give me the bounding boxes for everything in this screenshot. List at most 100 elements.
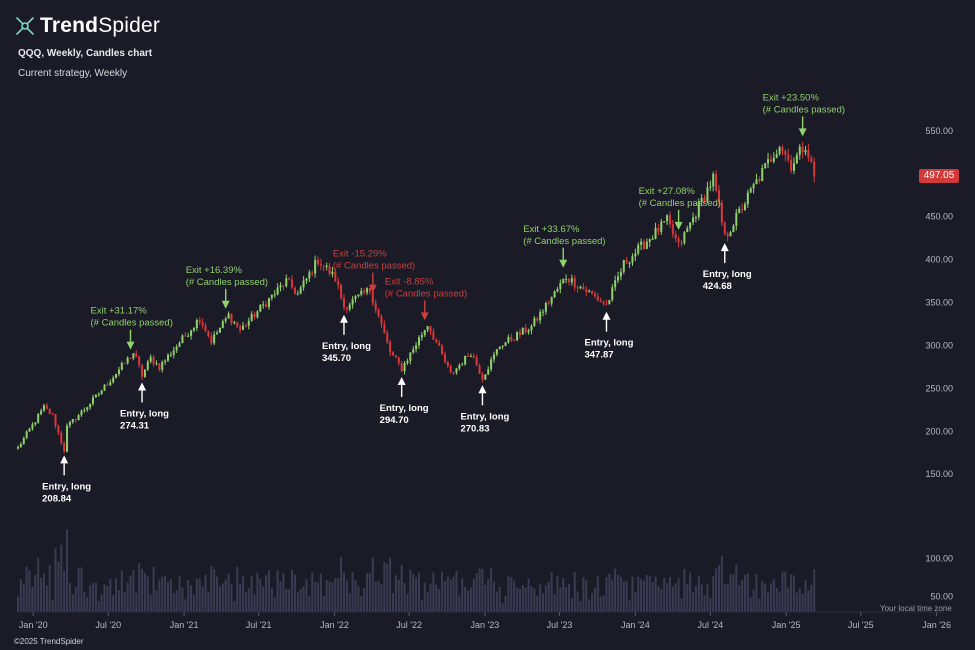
candle[interactable] [256, 311, 259, 318]
candle[interactable] [651, 238, 654, 240]
candle[interactable] [299, 287, 302, 294]
candle[interactable] [666, 215, 669, 222]
candle[interactable] [591, 291, 594, 294]
candle[interactable] [715, 173, 718, 191]
candle[interactable] [371, 291, 374, 304]
candle[interactable] [813, 161, 816, 177]
candle[interactable] [550, 297, 553, 304]
candle[interactable] [729, 232, 732, 237]
candle[interactable] [539, 312, 542, 321]
candle[interactable] [123, 363, 126, 365]
candle[interactable] [337, 281, 340, 286]
candle[interactable] [340, 285, 343, 299]
candle[interactable] [755, 179, 758, 185]
candle[interactable] [181, 335, 184, 344]
candle[interactable] [172, 350, 175, 355]
candle[interactable] [91, 397, 95, 404]
candle[interactable] [230, 313, 233, 324]
candle[interactable] [640, 241, 643, 245]
candle[interactable] [236, 322, 239, 327]
candle[interactable] [562, 279, 565, 284]
candle[interactable] [697, 201, 700, 218]
candle[interactable] [585, 289, 588, 293]
candle[interactable] [149, 356, 152, 362]
candle[interactable] [218, 327, 221, 333]
candle[interactable] [605, 303, 608, 305]
candle[interactable] [530, 325, 533, 331]
candle[interactable] [417, 337, 420, 346]
candle[interactable] [412, 349, 415, 353]
candle[interactable] [178, 343, 181, 347]
candle[interactable] [120, 363, 123, 370]
candle[interactable] [735, 212, 738, 226]
candle[interactable] [351, 299, 354, 305]
candle[interactable] [409, 352, 412, 361]
candle[interactable] [524, 327, 527, 333]
candle[interactable] [622, 259, 625, 272]
candle[interactable] [305, 278, 308, 281]
candle[interactable] [784, 151, 787, 155]
candle[interactable] [657, 227, 660, 232]
candle[interactable] [71, 419, 74, 423]
candle[interactable] [478, 365, 481, 374]
candle[interactable] [510, 336, 513, 341]
candle[interactable] [400, 363, 403, 372]
candle[interactable] [787, 154, 790, 160]
candle[interactable] [487, 369, 490, 375]
candle[interactable] [270, 294, 273, 299]
candle[interactable] [559, 283, 562, 289]
candle[interactable] [654, 227, 657, 239]
candle[interactable] [34, 422, 37, 425]
candle[interactable] [749, 188, 752, 193]
candle[interactable] [164, 360, 167, 363]
candle[interactable] [573, 278, 576, 288]
candle[interactable] [726, 233, 729, 237]
candle[interactable] [253, 313, 256, 318]
candle[interactable] [415, 345, 418, 350]
candle[interactable] [464, 355, 467, 365]
candle[interactable] [758, 179, 761, 181]
candle[interactable] [746, 192, 749, 205]
trendspider-logo[interactable]: TrendSpider [14, 14, 160, 38]
candle[interactable] [706, 187, 709, 201]
candle[interactable] [628, 262, 631, 264]
candle[interactable] [207, 331, 210, 337]
candle[interactable] [423, 329, 426, 336]
candle[interactable] [302, 280, 305, 288]
candle[interactable] [593, 293, 596, 297]
candle[interactable] [432, 331, 435, 340]
candle[interactable] [683, 232, 686, 244]
candle[interactable] [720, 202, 723, 223]
candle[interactable] [792, 163, 796, 171]
candle[interactable] [319, 263, 322, 266]
candle[interactable] [752, 184, 755, 189]
candle[interactable] [233, 322, 236, 324]
candle[interactable] [138, 356, 141, 366]
candle[interactable] [392, 352, 395, 356]
candle[interactable] [129, 357, 132, 359]
candle[interactable] [547, 302, 550, 304]
candle[interactable] [452, 372, 455, 374]
candle[interactable] [288, 278, 291, 280]
candle[interactable] [648, 239, 651, 242]
candle[interactable] [518, 332, 521, 335]
candle[interactable] [570, 278, 573, 283]
candle[interactable] [68, 422, 71, 426]
candle[interactable] [394, 355, 397, 358]
candle[interactable] [135, 353, 138, 357]
candle[interactable] [198, 320, 201, 323]
candle[interactable] [66, 425, 69, 452]
candle[interactable] [677, 238, 680, 243]
candle[interactable] [291, 279, 294, 288]
candle[interactable] [645, 241, 648, 249]
candle[interactable] [536, 318, 539, 321]
timezone-label[interactable]: Your local time zone [880, 604, 952, 613]
candle[interactable] [542, 311, 545, 313]
candle[interactable] [28, 428, 31, 432]
candle[interactable] [501, 345, 504, 347]
candle[interactable] [267, 298, 270, 307]
candle[interactable] [250, 313, 253, 321]
candle[interactable] [279, 285, 282, 288]
candle[interactable] [617, 276, 620, 281]
candle[interactable] [406, 360, 409, 364]
